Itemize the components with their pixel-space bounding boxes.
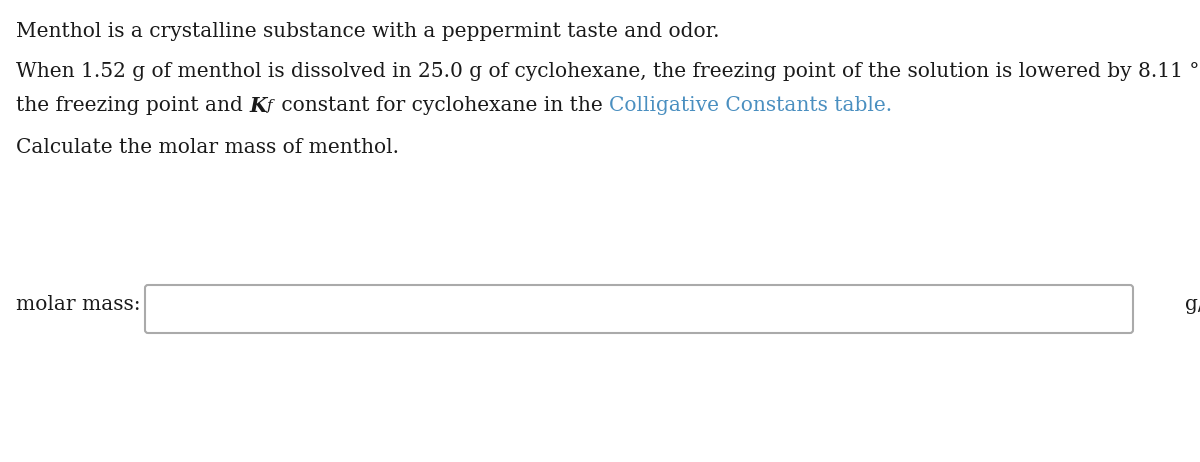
- Text: Menthol is a crystalline substance with a peppermint taste and odor.: Menthol is a crystalline substance with …: [16, 22, 720, 41]
- FancyBboxPatch shape: [145, 285, 1133, 333]
- Text: molar mass:: molar mass:: [16, 296, 140, 315]
- Text: When 1.52 g of menthol is dissolved in 25.0 g of cyclohexane, the freezing point: When 1.52 g of menthol is dissolved in 2…: [16, 62, 1200, 81]
- Text: Colligative Constants table.: Colligative Constants table.: [608, 96, 892, 115]
- Text: K: K: [250, 96, 266, 116]
- Text: g/mol: g/mol: [1186, 296, 1200, 315]
- Text: f: f: [266, 99, 272, 113]
- Text: the freezing point and: the freezing point and: [16, 96, 250, 115]
- Text: Calculate the molar mass of menthol.: Calculate the molar mass of menthol.: [16, 138, 398, 157]
- Text: constant for cyclohexane in the: constant for cyclohexane in the: [275, 96, 608, 115]
